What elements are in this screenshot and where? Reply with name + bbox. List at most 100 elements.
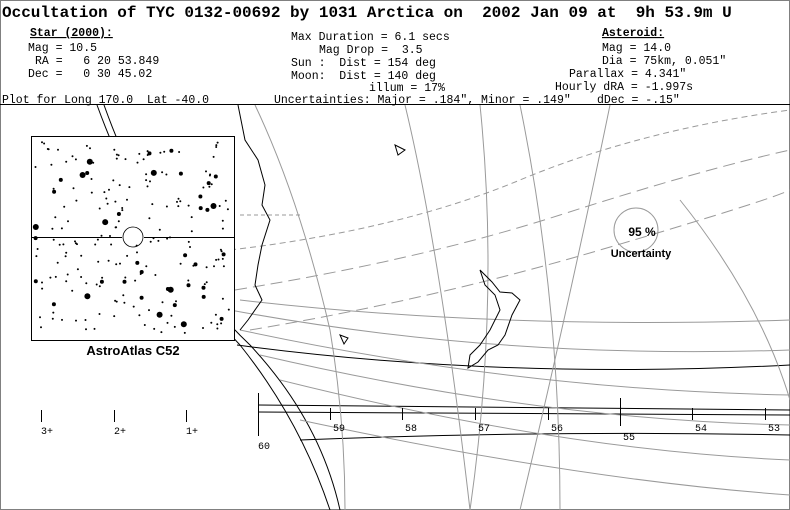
asteroid-info: Mag = 14.0 (602, 42, 671, 55)
star (187, 279, 190, 282)
star (202, 327, 204, 329)
star (147, 151, 152, 156)
star (71, 289, 74, 292)
island (394, 144, 406, 156)
star (52, 187, 55, 190)
uncertainty-label: Uncertainty (611, 248, 672, 260)
star (165, 287, 170, 291)
star (190, 230, 193, 233)
star (205, 281, 208, 284)
star (217, 258, 220, 261)
star (201, 285, 206, 290)
star (113, 315, 116, 318)
star (54, 275, 57, 278)
star (56, 261, 59, 264)
star (52, 189, 57, 194)
star (221, 227, 224, 230)
star (80, 254, 83, 257)
star (157, 239, 160, 242)
star (218, 205, 221, 207)
star (177, 205, 180, 208)
star (205, 207, 210, 212)
scale-label: 3+ (41, 427, 53, 438)
star (186, 283, 191, 288)
star (122, 294, 125, 297)
star (33, 279, 38, 284)
star (103, 191, 106, 194)
star (169, 236, 171, 239)
star (177, 197, 180, 200)
star (121, 207, 124, 209)
star (216, 323, 219, 326)
star (41, 287, 44, 290)
star (142, 158, 145, 161)
scale-label: 53 (768, 424, 780, 435)
path-line (234, 149, 790, 291)
asteroid-info: dDec = -.15" (597, 94, 680, 107)
star (134, 279, 137, 282)
scale-label: 58 (405, 424, 417, 435)
star (86, 158, 93, 165)
star (183, 331, 186, 334)
star (117, 154, 120, 157)
star (153, 327, 156, 330)
star (52, 238, 55, 241)
star (65, 280, 68, 283)
star (98, 285, 101, 288)
path-line (279, 379, 790, 461)
star (122, 279, 127, 284)
target-circle (122, 226, 144, 248)
star (33, 236, 38, 241)
plot-location: Plot for Long 170.0 Lat -40.0 (2, 94, 209, 107)
star (135, 244, 138, 247)
star (54, 216, 57, 219)
star (179, 262, 182, 265)
star (146, 150, 149, 153)
track (299, 432, 790, 441)
star (49, 276, 52, 279)
star (52, 311, 55, 314)
star (66, 273, 69, 276)
star (75, 199, 78, 202)
star (145, 173, 148, 176)
path-line (239, 329, 790, 396)
finder-chart (31, 136, 235, 341)
star (117, 220, 120, 223)
asteroid-info: Parallax = 4.341" (569, 68, 686, 81)
star (67, 220, 69, 223)
star (219, 248, 222, 251)
star (51, 227, 54, 230)
star (108, 188, 110, 191)
star (208, 174, 211, 177)
star (136, 161, 139, 164)
star (178, 171, 183, 176)
asteroid-info: Dia = 75km, 0.051" (602, 55, 726, 68)
star (74, 240, 76, 243)
star (226, 208, 229, 211)
event-info: Sun : Dist = 154 deg (291, 57, 436, 70)
star (74, 242, 77, 245)
star (107, 259, 110, 262)
star (132, 305, 135, 308)
star (165, 173, 168, 176)
star (34, 166, 37, 168)
meridian (254, 104, 346, 510)
star (109, 235, 111, 237)
star (47, 148, 50, 151)
star (41, 281, 43, 284)
scale-label: 59 (333, 424, 345, 435)
star (85, 144, 88, 147)
star (222, 265, 225, 268)
star (76, 268, 79, 271)
star (145, 179, 148, 182)
star (214, 313, 217, 316)
star (126, 198, 128, 201)
star (71, 155, 74, 158)
path-line (249, 189, 790, 331)
star (210, 203, 217, 209)
meridian (469, 104, 489, 510)
star (205, 170, 207, 173)
star (192, 264, 195, 267)
star (221, 257, 224, 260)
event-info: Max Duration = 6.1 secs (291, 31, 450, 44)
